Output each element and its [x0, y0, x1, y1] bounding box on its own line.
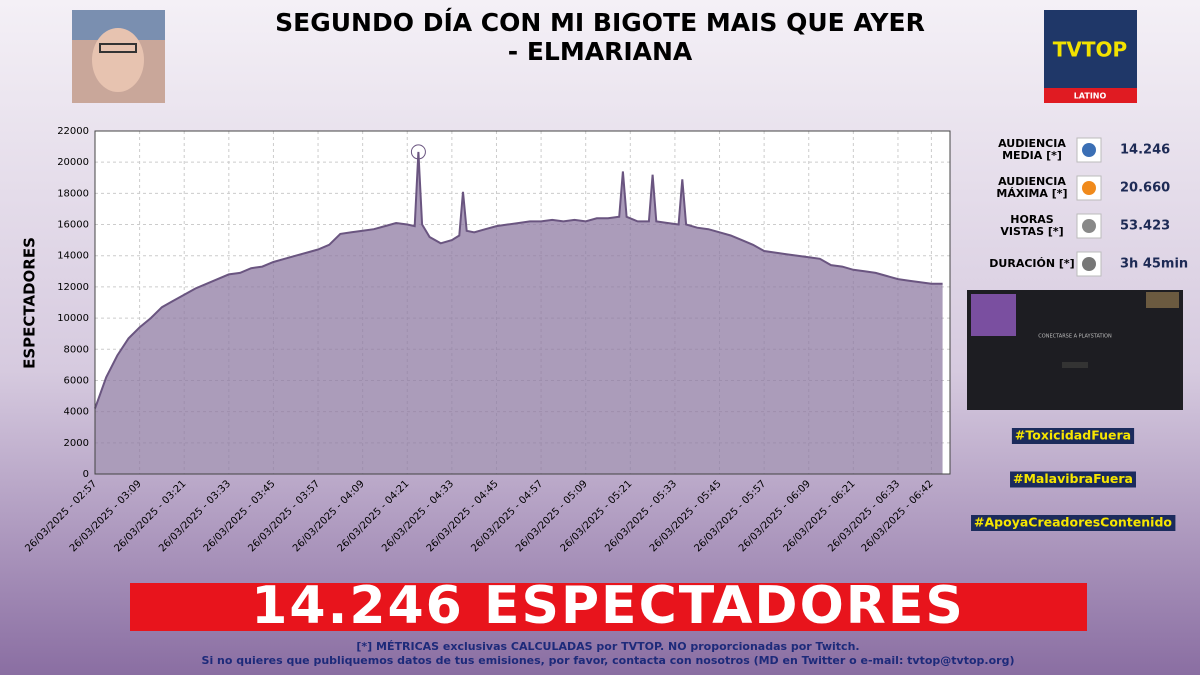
stat-label: AUDIENCIA: [998, 175, 1066, 188]
stat-label: HORAS: [1010, 213, 1054, 226]
stat-label: MÁXIMA [*]: [996, 187, 1067, 200]
stat-icon: [1076, 213, 1102, 239]
y-tick-label: 20000: [57, 157, 89, 168]
stat-icon: [1082, 143, 1096, 157]
hashtag: #ApoyaCreadoresContenido: [974, 515, 1172, 530]
logo: TVTOP LATINO: [1044, 10, 1137, 103]
stat-label: DURACIÓN [*]: [989, 257, 1074, 270]
title: - ELMARIANA: [508, 37, 693, 66]
stat-value: 53.423: [1120, 219, 1170, 234]
banner-text: 14.246 ESPECTADORES: [251, 576, 965, 636]
stat-value: 14.246: [1120, 143, 1170, 158]
stat-value: 20.660: [1120, 181, 1170, 196]
stat-icon: [1076, 175, 1102, 201]
stat-icon: [1082, 257, 1096, 271]
footer-note: Si no quieres que publiquemos datos de t…: [202, 654, 1015, 667]
banner: [130, 583, 1087, 631]
area-fill: [95, 151, 943, 474]
y-tick-label: 22000: [57, 126, 89, 137]
logo-text: TVTOP: [1053, 38, 1127, 62]
stat-label: AUDIENCIA: [998, 137, 1066, 150]
y-tick-label: 16000: [57, 220, 89, 231]
y-tick-label: 18000: [57, 188, 89, 199]
title: SEGUNDO DÍA CON MI BIGOTE MAIS QUE AYER: [275, 8, 925, 37]
footer-note: [*] MÉTRICAS exclusivas CALCULADAS por T…: [356, 640, 859, 653]
stat-label: VISTAS [*]: [1000, 225, 1063, 238]
y-tick-label: 2000: [64, 438, 89, 449]
logo-region: LATINO: [1074, 92, 1107, 101]
y-tick-label: 10000: [57, 313, 89, 324]
y-tick-label: 4000: [64, 407, 89, 418]
hashtag-box: [1011, 428, 1135, 444]
stat-icon: [1082, 219, 1096, 233]
hashtag: #ToxicidadFuera: [1015, 428, 1131, 443]
stat-label: MEDIA [*]: [1002, 149, 1062, 162]
stat-value: 3h 45min: [1120, 257, 1188, 272]
stream-thumbnail: CONECTARSE A PLAYSTATION: [967, 290, 1183, 410]
line: [94, 151, 943, 409]
peak-marker: [410, 144, 426, 160]
hashtag: #MalavibraFuera: [1013, 471, 1133, 486]
y-tick-label: 14000: [57, 251, 89, 262]
avatar: [72, 10, 165, 103]
y-tick-label: 6000: [64, 375, 89, 386]
y-tick-label: 8000: [64, 344, 89, 355]
stat-icon: [1082, 181, 1096, 195]
y-tick-label: 12000: [57, 282, 89, 293]
thumbnail-text: CONECTARSE A PLAYSTATION: [1038, 334, 1112, 340]
hashtag-box: [971, 515, 1176, 531]
hashtag-box: [1010, 471, 1136, 488]
y-tick-label: 0: [83, 469, 89, 480]
y-axis-label: ESPECTADORES: [21, 237, 39, 369]
plot-border: [94, 130, 951, 475]
